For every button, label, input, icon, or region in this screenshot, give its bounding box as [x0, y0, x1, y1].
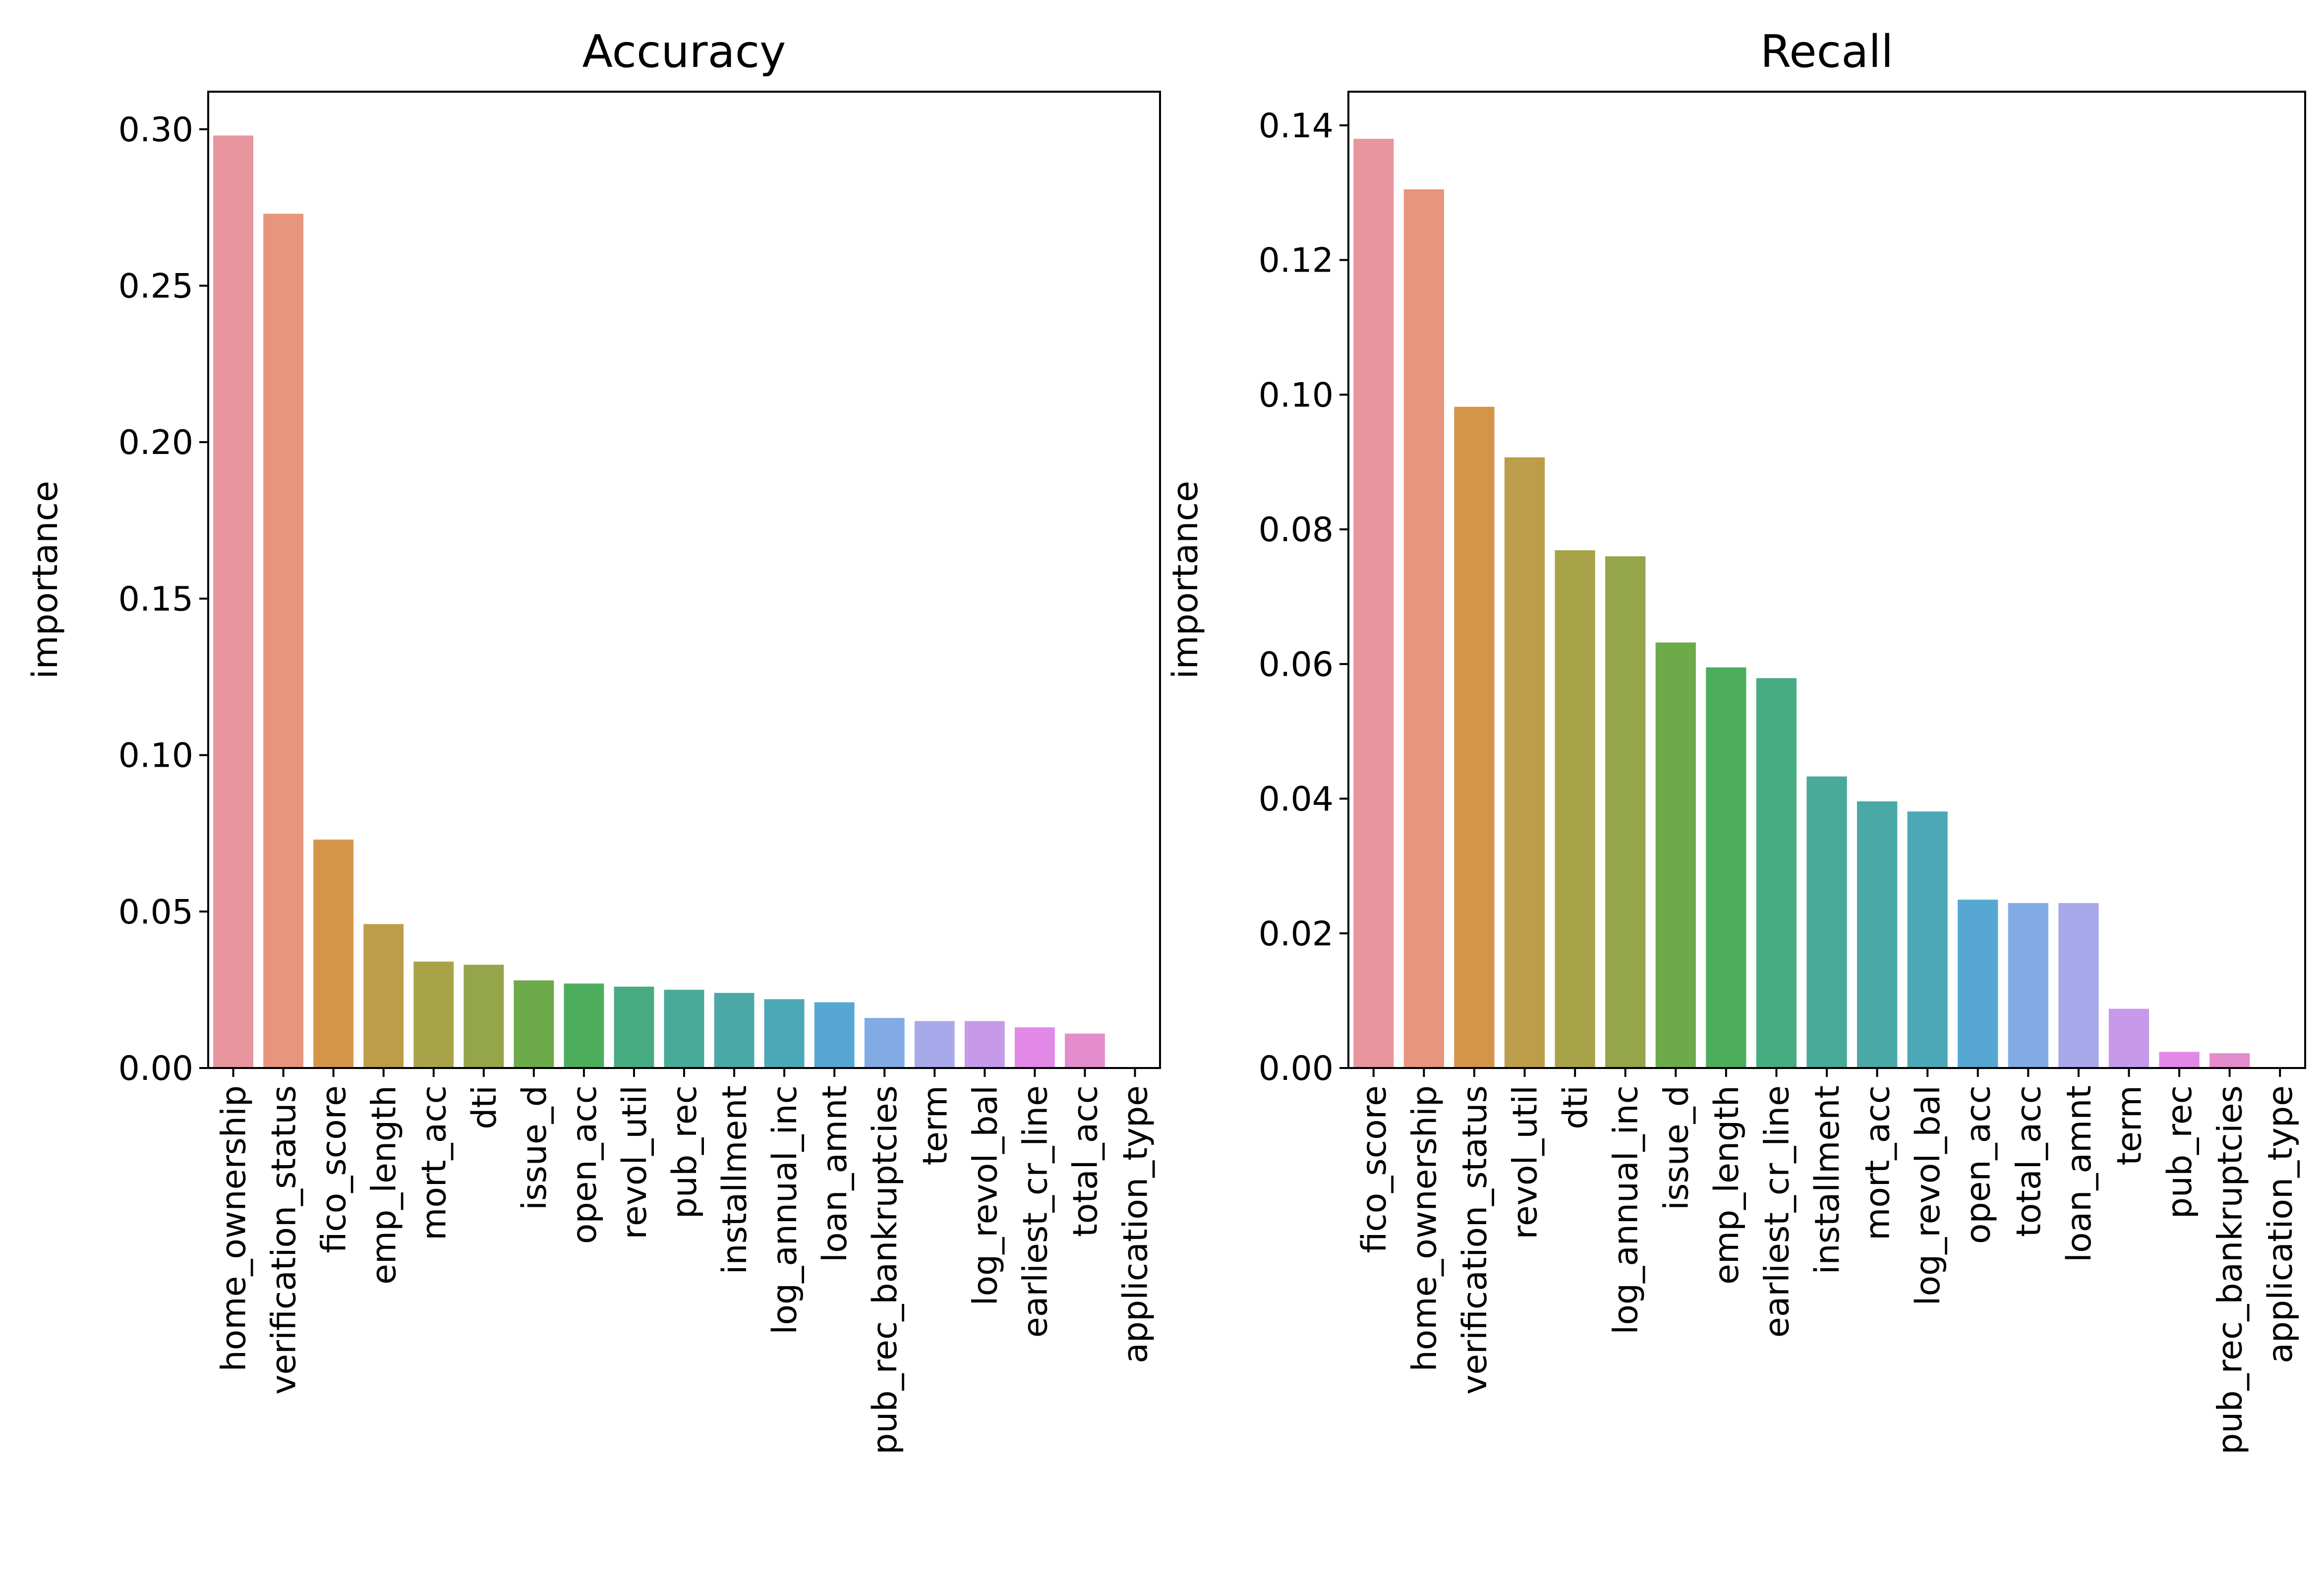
y-tick-label: 0.30	[118, 111, 193, 150]
bar-mort_acc	[1857, 801, 1898, 1068]
bar-log_annual_inc	[764, 999, 805, 1068]
bar-installment	[714, 993, 755, 1068]
x-tick-label: loan_amnt	[2060, 1085, 2099, 1262]
x-tick-label: emp_length	[1707, 1085, 1746, 1285]
x-tick-label: loan_amnt	[815, 1085, 855, 1262]
bar-home_ownership	[1403, 189, 1444, 1068]
bar-total_acc	[2008, 903, 2048, 1068]
x-tick-label: revol_util	[1506, 1085, 1545, 1239]
x-tick-label: pub_rec_bankruptcies	[2211, 1085, 2250, 1455]
y-tick-label: 0.06	[1259, 645, 1334, 684]
x-tick-label: application_type	[2261, 1085, 2300, 1363]
x-tick-label: pub_rec_bankruptcies	[866, 1085, 905, 1455]
x-tick-label: emp_length	[365, 1085, 404, 1285]
bar-open_acc	[1958, 900, 1998, 1068]
y-tick-label: 0.12	[1259, 241, 1334, 281]
x-tick-label: home_ownership	[215, 1085, 254, 1371]
y-tick-label: 0.08	[1259, 510, 1334, 550]
bar-pub_rec	[2159, 1052, 2200, 1068]
bar-issue_d	[514, 980, 554, 1068]
y-axis-label: importance	[1165, 481, 1206, 679]
x-tick-label: issue_d	[1657, 1085, 1696, 1210]
x-tick-label: home_ownership	[1405, 1085, 1444, 1371]
chart-title: Accuracy	[582, 26, 786, 78]
x-tick-label: mort_acc	[1859, 1085, 1898, 1240]
y-tick-label: 0.20	[118, 423, 193, 462]
chart-title: Recall	[1760, 26, 1894, 78]
bar-term	[2108, 1009, 2150, 1068]
x-tick-label: open_acc	[1959, 1085, 1998, 1244]
x-tick-label: pub_rec	[665, 1085, 704, 1219]
x-tick-label: log_annual_inc	[765, 1085, 805, 1335]
x-tick-label: issue_d	[515, 1085, 554, 1210]
x-tick-label: total_acc	[1066, 1085, 1105, 1237]
x-tick-label: dti	[465, 1085, 504, 1129]
bar-verification_status	[263, 214, 303, 1068]
bar-pub_rec	[664, 990, 704, 1068]
y-tick-label: 0.00	[118, 1049, 193, 1088]
x-tick-label: verification_status	[1455, 1085, 1495, 1395]
x-tick-label: mort_acc	[415, 1085, 454, 1240]
bar-term	[914, 1021, 955, 1068]
x-tick-label: term	[2110, 1085, 2149, 1166]
x-tick-label: dti	[1556, 1085, 1595, 1129]
x-tick-label: installment	[715, 1085, 755, 1274]
x-tick-label: fico_score	[315, 1085, 354, 1253]
bar-fico_score	[1353, 139, 1394, 1069]
x-tick-label: open_acc	[565, 1085, 604, 1244]
y-tick-label: 0.25	[118, 267, 193, 306]
y-tick-label: 0.02	[1259, 914, 1334, 954]
bar-log_revol_bal	[1907, 811, 1948, 1068]
x-tick-label: verification_status	[265, 1085, 304, 1395]
y-tick-label: 0.14	[1259, 107, 1334, 146]
x-tick-label: revol_util	[615, 1085, 654, 1239]
recall-chart: 0.00 0.02 0.04 0.06 0.08 0.10 0.12 0.14 fico_sco…	[1165, 26, 2306, 1455]
y-tick-label: 0.10	[118, 736, 193, 776]
bar-pub_rec_bankruptcies	[2209, 1053, 2250, 1068]
accuracy-chart: 0.00 0.05 0.10 0.15 0.20 0.25 0.30 home_ownersh…	[25, 26, 1161, 1455]
bar-installment	[1806, 776, 1847, 1068]
bar-log_annual_inc	[1605, 556, 1646, 1068]
y-tick-label: 0.10	[1259, 376, 1334, 415]
bar-open_acc	[564, 983, 604, 1068]
bar-fico_score	[313, 840, 354, 1068]
x-tick-label: application_type	[1116, 1085, 1155, 1363]
x-tick-label: total_acc	[2009, 1085, 2048, 1237]
bar-mort_acc	[413, 961, 454, 1068]
bar-loan_amnt	[814, 1002, 855, 1068]
y-axis-label: importance	[25, 481, 65, 679]
y-tick-label: 0.15	[118, 580, 193, 619]
y-tick-label: 0.04	[1259, 780, 1334, 819]
bar-home_ownership	[213, 135, 253, 1068]
bar-total_acc	[1065, 1033, 1105, 1068]
bar-earliest_cr_line	[1756, 678, 1797, 1068]
x-tick-label: earliest_cr_line	[1016, 1085, 1055, 1338]
bar-verification_status	[1454, 406, 1495, 1068]
x-tick-label: earliest_cr_line	[1757, 1085, 1797, 1338]
y-tick-label: 0.05	[118, 893, 193, 932]
x-tick-label: pub_rec	[2160, 1085, 2200, 1219]
x-tick-label: log_annual_inc	[1607, 1085, 1646, 1335]
x-tick-label: installment	[1808, 1085, 1847, 1274]
bar-loan_amnt	[2058, 903, 2099, 1068]
bar-pub_rec_bankruptcies	[864, 1017, 905, 1068]
bar-log_revol_bal	[964, 1021, 1005, 1068]
x-tick-label: term	[916, 1085, 955, 1166]
bar-dti	[464, 964, 504, 1068]
bar-earliest_cr_line	[1014, 1027, 1055, 1068]
bar-issue_d	[1655, 642, 1696, 1068]
bar-revol_util	[614, 986, 654, 1068]
bar-emp_length	[1706, 667, 1746, 1068]
bar-emp_length	[363, 924, 404, 1068]
x-tick-label: log_revol_bal	[966, 1085, 1005, 1305]
x-tick-label: fico_score	[1355, 1085, 1394, 1253]
x-tick-label: log_revol_bal	[1909, 1085, 1948, 1305]
bar-dti	[1555, 550, 1595, 1068]
bar-revol_util	[1504, 457, 1545, 1068]
y-tick-label: 0.00	[1259, 1049, 1334, 1088]
